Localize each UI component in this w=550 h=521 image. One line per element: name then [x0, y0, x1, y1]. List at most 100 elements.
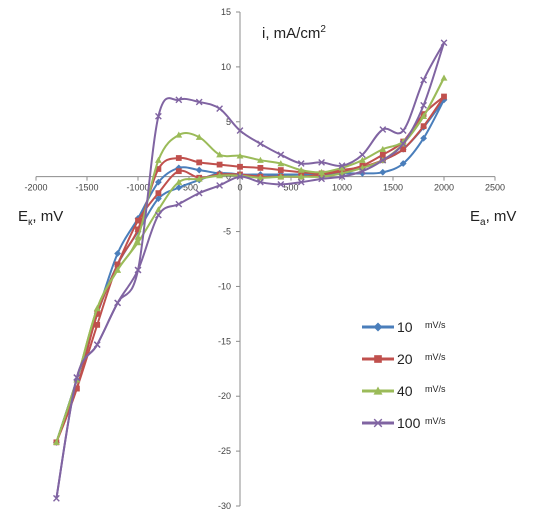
series-20-point — [196, 159, 203, 166]
marker-stroke — [338, 162, 346, 170]
y-tick-label: 15 — [221, 7, 231, 17]
series-100-point — [379, 126, 387, 133]
series-100-point — [440, 39, 448, 47]
series-10-point — [155, 195, 162, 203]
series-100-point — [216, 105, 223, 112]
legend-item-20: 20 mV/s — [362, 351, 446, 367]
series-10 — [53, 96, 448, 446]
series-40-point — [195, 133, 203, 140]
marker-stroke — [257, 178, 264, 186]
series-40-point — [318, 168, 325, 175]
series-20-point — [175, 168, 182, 175]
marker-stroke — [338, 173, 346, 181]
series-10-point — [155, 178, 162, 186]
x-right-title-tail: , mV — [486, 208, 517, 225]
series-100-point — [257, 140, 264, 148]
series-100-point — [338, 162, 346, 170]
series-100-point — [216, 182, 223, 189]
series-10-point — [420, 134, 427, 142]
series-40-point — [359, 156, 366, 163]
series-100-point — [359, 151, 366, 159]
marker-stroke — [379, 156, 387, 164]
series-10-point — [195, 166, 203, 174]
y-tick-label: 5 — [226, 117, 231, 127]
series-20-point — [277, 167, 284, 173]
series-40-point — [297, 166, 305, 173]
series-20-point — [94, 310, 101, 317]
marker-stroke — [297, 160, 305, 167]
series-40-point — [175, 131, 183, 138]
y-tick-label: 0 — [226, 172, 231, 182]
x-axis-left-title: Eк, mV — [18, 208, 63, 228]
series-20-point — [114, 261, 121, 268]
x-tick-label: 2000 — [434, 183, 454, 193]
series-40-point — [93, 305, 101, 312]
series-10-point — [399, 160, 407, 167]
series-100-point — [318, 159, 325, 166]
series-20-point — [155, 190, 162, 197]
series-100-point — [175, 96, 183, 104]
x-left-title-main: E — [18, 208, 28, 225]
legend-unit: mV/s — [425, 416, 446, 426]
series-40-point — [297, 173, 305, 180]
marker-stroke — [318, 175, 325, 183]
legend-unit: mV/s — [425, 384, 446, 394]
series-100-point — [297, 160, 305, 167]
marker-stroke — [93, 341, 101, 349]
y-ticks: -30 -25 -20 -15 -10 -5 0 5 10 15 — [218, 7, 240, 511]
series-20-point — [441, 93, 447, 100]
x-right-title-sub: a — [480, 217, 486, 228]
series-40-point — [114, 266, 121, 273]
marker-stroke — [216, 105, 223, 112]
y-tick-label: -5 — [223, 227, 231, 237]
series-20-point — [379, 151, 386, 158]
legend-swatch-marker — [374, 355, 382, 363]
series-40-point — [134, 233, 142, 240]
x-left-title-tail: , mV — [32, 208, 63, 225]
series-20-point — [73, 385, 80, 392]
series-100-point — [155, 112, 162, 120]
series-40-point — [53, 438, 60, 446]
series-100-point — [53, 494, 60, 502]
series-40-point — [420, 112, 427, 120]
marker-stroke — [297, 178, 305, 186]
y-axis-title-sup: 2 — [320, 24, 326, 35]
x-tick-label: 2500 — [485, 183, 505, 193]
series-10-point — [379, 168, 387, 176]
legend-label: 40 — [397, 383, 413, 399]
legend-label: 20 — [397, 351, 413, 367]
marker-stroke — [53, 494, 60, 502]
marker-stroke — [155, 211, 162, 219]
x-right-title-main: E — [470, 208, 480, 225]
x-axis-right-title: Ea, mV — [470, 208, 516, 228]
legend-unit: mV/s — [425, 320, 446, 330]
series-40-point — [440, 74, 448, 81]
legend-item-100: 100 mV/s — [362, 415, 446, 431]
y-axis-title: i, mA/cm2 — [262, 24, 326, 42]
series-100-point — [257, 178, 264, 186]
marker-stroke — [420, 76, 427, 84]
x-tick-label: 0 — [237, 183, 242, 193]
marker-stroke — [440, 39, 448, 47]
marker-stroke — [236, 173, 244, 181]
series-layer — [53, 39, 448, 502]
series-20-point — [155, 166, 162, 172]
y-tick-label: -30 — [218, 501, 231, 511]
series-40-point — [236, 152, 244, 159]
marker-stroke — [420, 101, 427, 109]
marker-stroke — [277, 151, 285, 159]
series-20-point — [420, 123, 427, 130]
series-40-point — [277, 173, 285, 180]
series-100-point — [379, 156, 387, 164]
series-40-point — [155, 156, 162, 163]
legend-unit: mV/s — [425, 352, 446, 362]
legend-label: 100 — [397, 415, 421, 431]
series-40-point — [257, 174, 264, 181]
marker-stroke — [379, 126, 387, 133]
series-100-point — [155, 211, 162, 219]
series-100-point — [175, 200, 183, 208]
x-tick-label: 1000 — [332, 183, 352, 193]
series-100-point — [338, 173, 346, 181]
series-20-point — [216, 161, 223, 168]
